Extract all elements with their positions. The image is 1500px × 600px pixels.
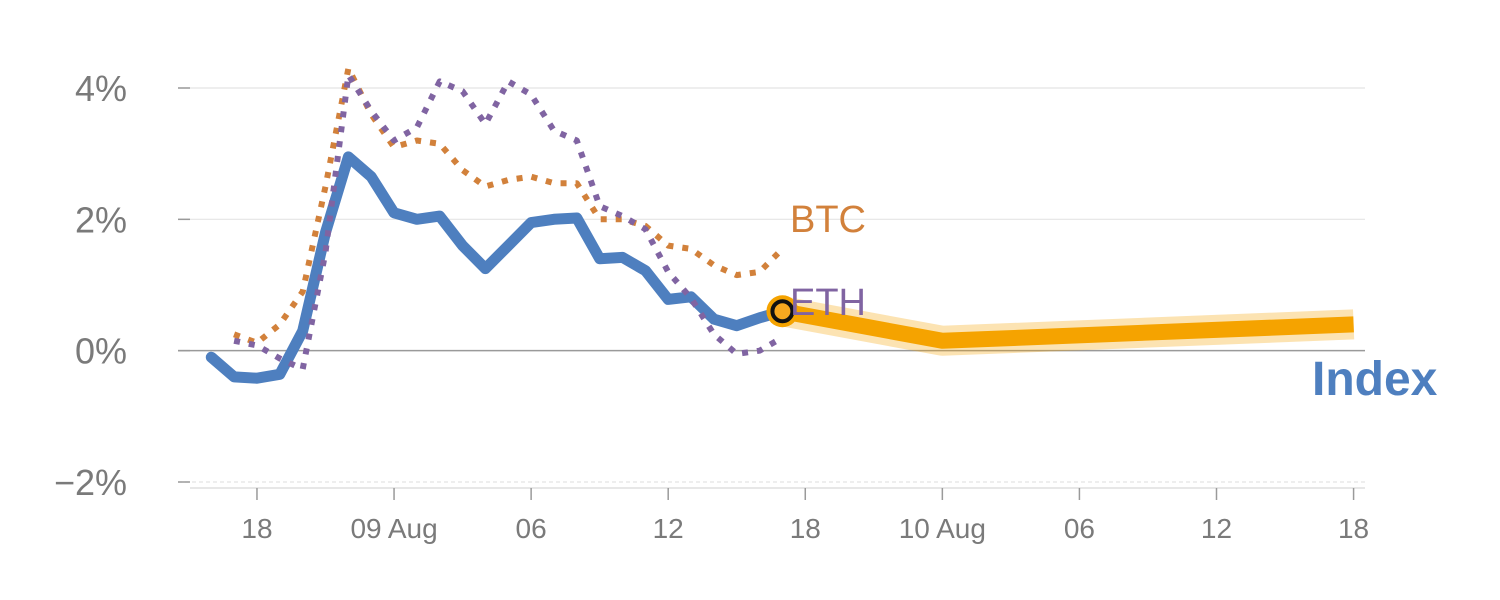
current-point-dot — [770, 299, 795, 324]
y-tick-label: 4% — [75, 68, 127, 109]
current-point-marker — [766, 295, 799, 328]
grid-lines — [178, 87, 1365, 483]
y-tick-label: 0% — [75, 331, 127, 372]
btc-series-label: BTC — [790, 199, 866, 241]
eth-series-line — [233, 71, 784, 373]
x-axis: 18 09 Aug 06 12 18 10 Aug 06 12 18 — [190, 487, 1369, 544]
x-tick-label: 06 — [1064, 513, 1095, 544]
y-tick-label: −2% — [54, 462, 127, 503]
index-series-line — [205, 151, 788, 384]
eth-series-label: ETH — [790, 282, 866, 324]
x-tick-label: 10 Aug — [899, 513, 986, 544]
x-tick-label: 18 — [1338, 513, 1369, 544]
series-lines — [205, 65, 1355, 384]
y-axis: 4% 2% 0% −2% — [54, 68, 190, 503]
x-tick-label: 12 — [1201, 513, 1232, 544]
x-tick-label: 18 — [790, 513, 821, 544]
x-tick-label: 09 Aug — [350, 513, 437, 544]
x-tick-label: 18 — [241, 513, 272, 544]
y-tick-label: 2% — [75, 199, 127, 240]
x-tick-label: 06 — [516, 513, 547, 544]
x-tick-label: 12 — [653, 513, 684, 544]
forecast-band-line — [780, 303, 1354, 349]
index-series-label: Index — [1312, 353, 1438, 406]
